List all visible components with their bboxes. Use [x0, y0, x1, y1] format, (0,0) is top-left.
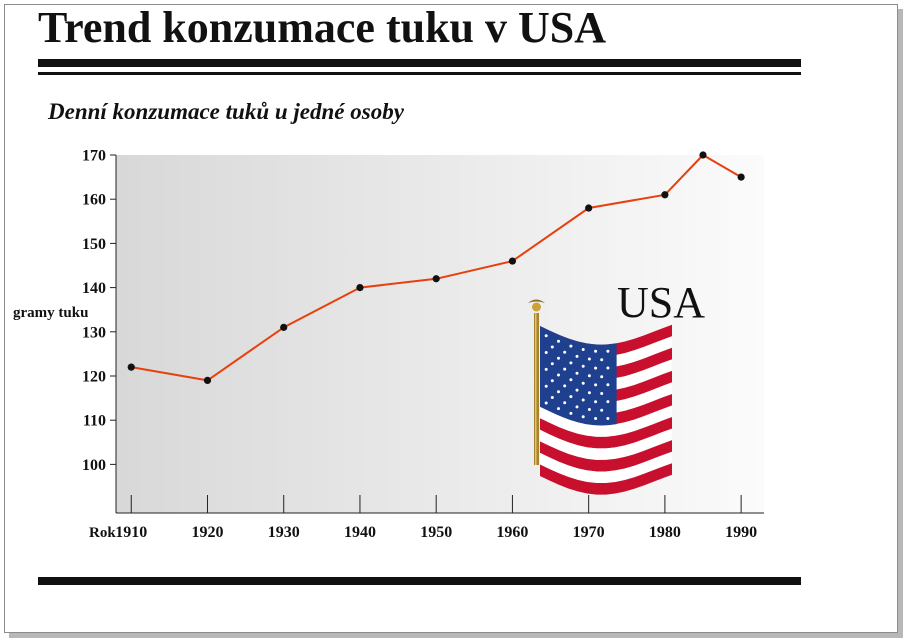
y-tick-label: 110 [83, 413, 106, 430]
flag-star [600, 375, 604, 379]
page-title: Trend konzumace tuku v USA [38, 3, 607, 52]
data-point [203, 376, 212, 385]
data-point [585, 204, 593, 212]
usa-annotation: USA [617, 278, 705, 327]
flag-finial [532, 302, 541, 312]
flag-star [600, 392, 604, 395]
flag-star [544, 401, 548, 405]
flag-star [575, 354, 579, 358]
data-point [280, 323, 288, 331]
flag-star [600, 408, 604, 412]
flag-stripe [540, 417, 672, 449]
flag-star [550, 362, 554, 366]
flag-stripe [540, 451, 672, 483]
y-tick-label: 160 [82, 192, 106, 209]
data-point [356, 283, 364, 292]
flag-star [557, 407, 560, 411]
data-point [661, 191, 669, 199]
flag-pole-highlight [535, 313, 537, 465]
flag-stripe [540, 463, 672, 495]
flag-star [544, 334, 548, 338]
x-tick-label: 1940 [344, 524, 376, 541]
y-tick-label: 150 [82, 236, 106, 253]
series-line [131, 154, 742, 382]
flag-star [600, 358, 604, 362]
flag-star [557, 373, 560, 377]
flag-star [581, 348, 585, 351]
y-tick-label: 120 [82, 368, 106, 385]
flag-star [587, 357, 591, 361]
flag-star [606, 400, 610, 404]
flag-star [581, 381, 585, 385]
x-tick-label: 1910 [115, 524, 147, 541]
flag-stripe [540, 405, 672, 437]
x-tick-label: 1920 [191, 524, 223, 541]
flag-star [594, 383, 598, 387]
flag-star [581, 415, 585, 419]
data-point [699, 151, 707, 159]
data-point [508, 257, 517, 265]
y-axis-title: gramy tuku [13, 305, 88, 321]
flag-star [544, 384, 548, 388]
data-point [432, 275, 440, 283]
flag-star [587, 408, 591, 411]
flag-star [550, 379, 554, 383]
flag-stripe [540, 440, 672, 472]
flag-star [569, 344, 573, 348]
flag-star [557, 390, 560, 394]
flag-star [563, 350, 567, 354]
flag-star [569, 378, 573, 382]
flag-star [594, 400, 598, 404]
flag-star [581, 398, 585, 402]
flag-star [569, 361, 573, 365]
x-tick-label: 1950 [420, 524, 452, 541]
flag-star [587, 391, 591, 395]
flag-star [550, 396, 554, 399]
flag-star [581, 364, 585, 368]
x-axis-title: Rok [89, 525, 116, 541]
us-flag-icon [528, 299, 672, 495]
flag-star [544, 351, 548, 354]
flag-star [569, 411, 573, 415]
flag-star [575, 371, 579, 375]
title-rule-thin [38, 72, 801, 75]
x-tick-label: 1970 [573, 524, 605, 541]
bottom-rule [38, 577, 801, 585]
flag-star [606, 417, 610, 420]
flag-star [606, 366, 610, 370]
flag-finial-wings [528, 299, 545, 303]
flag-star [563, 384, 567, 388]
y-tick-label: 130 [82, 324, 106, 341]
flag-star [563, 401, 567, 405]
y-tick-label: 170 [82, 148, 106, 165]
flag-star [557, 356, 560, 360]
flag-star [575, 388, 579, 392]
flag-star [594, 349, 598, 353]
flag-stripe [540, 428, 672, 460]
y-tick-label: 100 [82, 457, 106, 474]
x-tick-label: 1930 [268, 524, 300, 541]
x-tick-label: 1960 [496, 524, 528, 541]
flag-star [606, 383, 610, 387]
title-rule-thick [38, 59, 801, 67]
flag-star [544, 367, 548, 371]
chart-subtitle: Denní konzumace tuků u jedné osoby [48, 99, 404, 124]
y-tick-label: 140 [82, 280, 106, 297]
flag-star [569, 395, 573, 399]
data-point [127, 363, 135, 371]
x-tick-label: 1990 [725, 524, 757, 541]
flag-star [594, 417, 598, 420]
x-tick-label: 1980 [649, 524, 681, 541]
flag-star [606, 349, 610, 353]
data-point [737, 173, 745, 181]
flag-star [594, 366, 598, 370]
flag-star [557, 339, 560, 343]
flag-star [575, 405, 579, 409]
flag-star [587, 374, 591, 378]
flag-star [550, 345, 554, 349]
flag-canton [540, 326, 617, 426]
flag-star [563, 367, 567, 371]
